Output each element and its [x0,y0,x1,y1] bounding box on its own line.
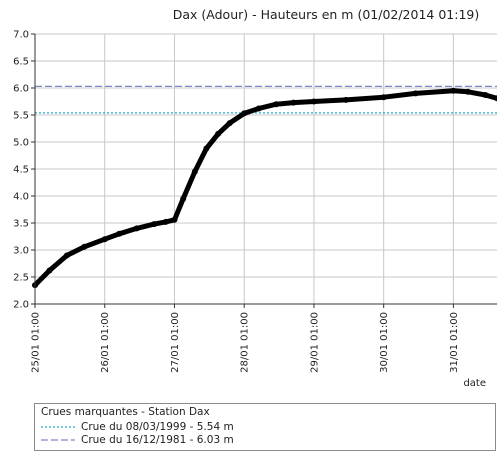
x-tick-label: 29/01 01:00 [309,312,320,373]
legend-title: Crues marquantes - Station Dax [41,406,210,418]
dotted-line-swatch [41,426,75,428]
data-point [64,252,70,259]
x-tick-label: 28/01 01:00 [240,312,251,373]
y-tick-label: 3.5 [13,219,29,230]
data-point [494,95,497,102]
data-point [101,236,108,243]
data-point [191,168,198,175]
data-point [380,94,387,101]
data-point [180,195,187,202]
dashed-line-swatch [41,439,75,441]
x-axis-label: date [463,378,486,389]
y-tick-label: 2.0 [13,300,29,311]
legend-item-crue-1999: Crue du 08/03/1999 - 5.54 m [41,421,234,433]
data-point [116,230,123,237]
data-point [215,130,222,137]
legend-item-label: Crue du 16/12/1981 - 6.03 m [81,434,234,446]
y-tick-label: 6.5 [13,57,29,68]
data-point [162,218,169,225]
y-tick-label: 3.0 [13,246,29,257]
data-point [310,98,317,105]
y-tick-label: 4.5 [13,165,29,176]
y-tick-label: 5.5 [13,111,29,122]
y-tick-labels: 2.0 2.5 3.0 3.5 4.0 4.5 5.0 5.5 6.0 6.5 7.0 [13,30,35,311]
data-point [241,110,248,117]
data-point [482,92,489,98]
data-point [464,88,471,95]
data-point [255,105,262,112]
grid-lines [34,33,497,305]
chart-title: Dax (Adour) - Hauteurs en m (01/02/2014 … [173,7,480,22]
x-tick-label: 31/01 01:00 [449,312,460,373]
y-tick-label: 4.0 [13,192,29,203]
x-tick-labels: 25/01 01:00 26/01 01:00 27/01 01:00 28/01 0… [31,304,460,373]
data-point [450,87,457,94]
data-point [81,243,88,250]
legend: Crues marquantes - Station Dax Crue du 0… [34,403,496,451]
y-tick-label: 5.0 [13,138,29,149]
y-tick-label: 7.0 [13,30,29,41]
data-point [273,101,280,108]
data-point [226,120,233,127]
legend-item-crue-1981: Crue du 16/12/1981 - 6.03 m [41,434,234,446]
data-point [203,145,210,152]
x-tick-label: 25/01 01:00 [31,312,42,373]
x-tick-label: 26/01 01:00 [100,312,111,373]
legend-item-label: Crue du 08/03/1999 - 5.54 m [81,421,234,433]
y-tick-label: 6.0 [13,84,29,95]
data-point [171,216,178,223]
data-point [151,221,158,228]
data-point [412,90,419,97]
series-water-level [32,87,497,289]
data-point [342,96,349,103]
data-point [46,267,53,274]
x-tick-label: 27/01 01:00 [170,312,181,373]
y-tick-label: 2.5 [13,273,29,284]
reference-lines [35,85,497,114]
data-point [290,99,297,106]
data-point [133,225,140,232]
x-tick-label: 30/01 01:00 [379,312,390,373]
